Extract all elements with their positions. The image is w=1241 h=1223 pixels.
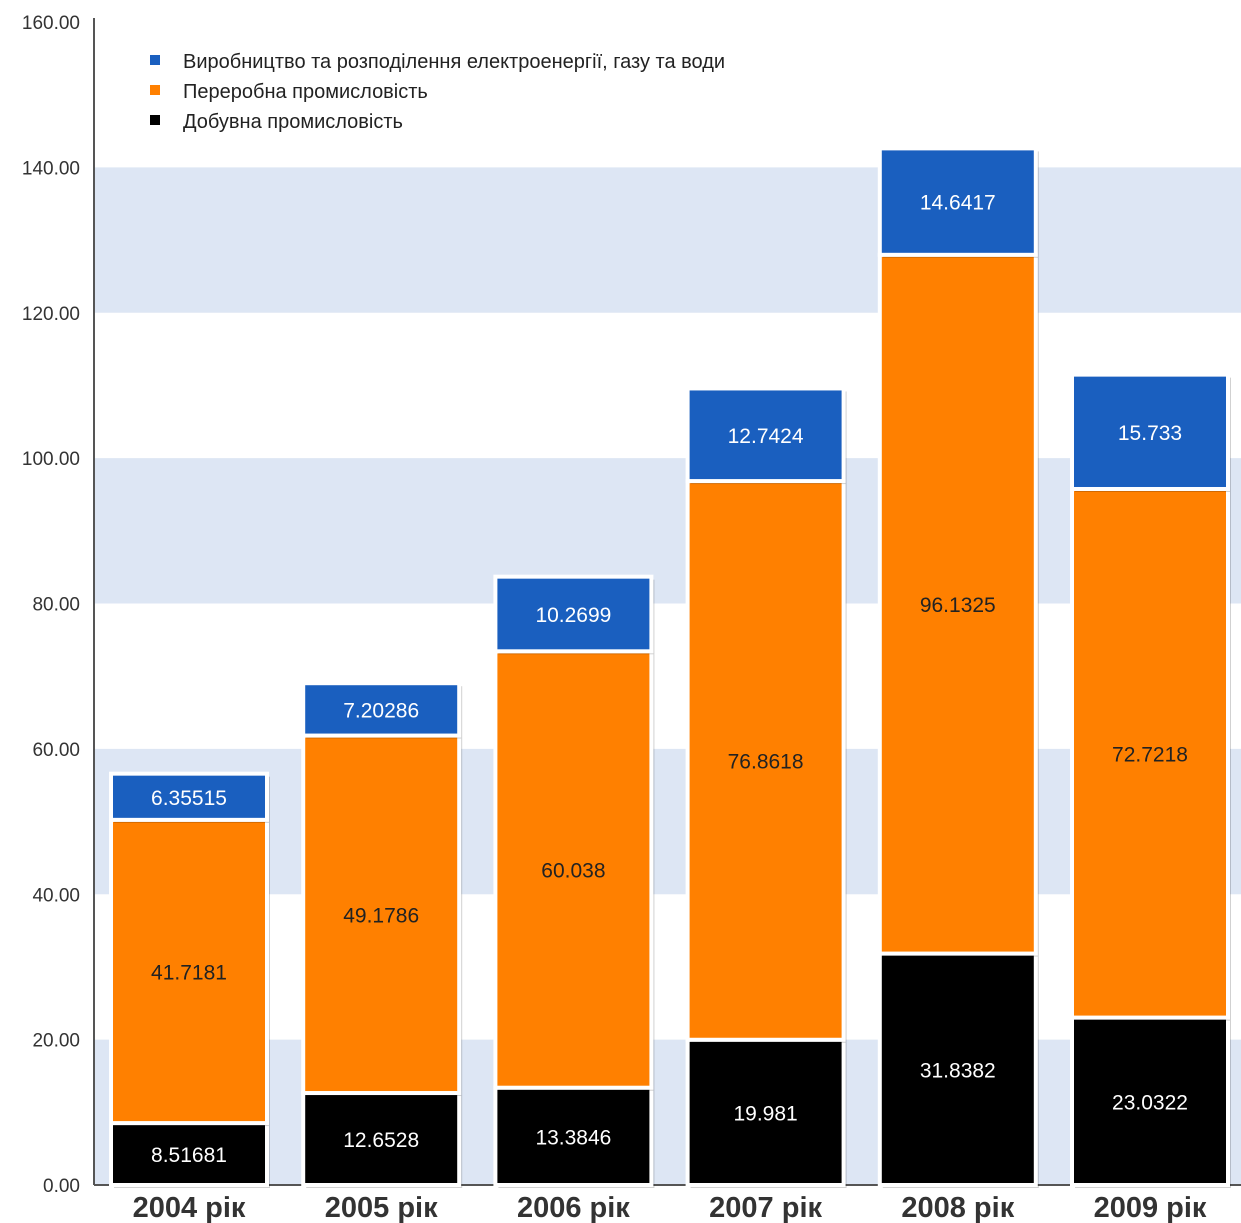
x-tick-label: 2004 рік xyxy=(133,1192,246,1223)
bar-segment xyxy=(493,574,654,654)
x-tick-label: 2009 рік xyxy=(1094,1192,1207,1223)
data-label: 60.038 xyxy=(541,860,605,883)
data-label: 31.8382 xyxy=(920,1059,996,1082)
bar-segment xyxy=(493,649,654,1090)
data-label: 7.20286 xyxy=(343,699,419,722)
bar-segment xyxy=(301,681,462,738)
y-tick-label: 20.00 xyxy=(32,1031,80,1052)
background-bands xyxy=(94,167,1241,1185)
bar-segment xyxy=(685,386,846,484)
x-tick-label: 2007 рік xyxy=(709,1192,822,1223)
bar-segment xyxy=(109,817,269,1126)
y-tick-label: 60.00 xyxy=(32,740,80,761)
data-label: 12.6528 xyxy=(343,1129,419,1152)
bar-segment xyxy=(685,1037,846,1187)
axes: 0.00 20.00 40.00 60.00 80.00 100.00 120.00 140.… xyxy=(22,13,1241,1223)
data-label: 23.0322 xyxy=(1112,1091,1188,1114)
data-label: 8.51681 xyxy=(151,1144,227,1167)
data-label: 41.7181 xyxy=(151,961,227,984)
y-tick-label: 100.00 xyxy=(22,449,80,470)
bar-segment xyxy=(109,1121,269,1187)
bar-segment xyxy=(301,1091,462,1187)
y-tick-label: 80.00 xyxy=(32,595,80,616)
data-label: 6.35515 xyxy=(151,787,227,810)
legend: Виробництво та розподілення електроенерг… xyxy=(150,51,725,133)
value-labels: 8.51681 41.7181 6.35515 12.6528 49.1786 7.202… xyxy=(151,192,1188,1167)
data-label: 96.1325 xyxy=(920,594,996,617)
data-label: 10.2699 xyxy=(535,604,611,627)
bar-segment xyxy=(1070,486,1230,1020)
bar-segment xyxy=(877,252,1038,956)
bar-segment xyxy=(877,146,1038,257)
legend-swatch xyxy=(150,85,160,95)
y-tick-label: 40.00 xyxy=(32,885,80,906)
legend-label: Переробна промисловість xyxy=(183,81,428,103)
y-tick-label: 0.00 xyxy=(43,1176,80,1197)
data-label: 12.7424 xyxy=(728,425,804,448)
background-band xyxy=(94,748,1241,895)
background-band xyxy=(94,1039,1241,1185)
data-label: 49.1786 xyxy=(343,904,419,927)
data-label: 72.7218 xyxy=(1112,743,1188,766)
x-tick-label: 2006 рік xyxy=(517,1192,630,1223)
bar-segment xyxy=(109,771,269,822)
bars xyxy=(109,146,1231,1188)
legend-label: Виробництво та розподілення електроенерг… xyxy=(183,51,725,73)
bar-segment xyxy=(1070,372,1230,491)
legend-label: Добувна промисловість xyxy=(183,111,403,133)
x-tick-label: 2005 рік xyxy=(325,1192,438,1223)
data-label: 13.3846 xyxy=(535,1126,611,1149)
bar-segment xyxy=(493,1085,654,1188)
data-label: 19.981 xyxy=(733,1102,797,1125)
background-band xyxy=(94,458,1241,604)
x-tick-label: 2008 рік xyxy=(901,1192,1014,1223)
background-band xyxy=(94,167,1241,313)
y-tick-label: 160.00 xyxy=(22,13,80,34)
bar-segment xyxy=(301,733,462,1096)
data-label: 14.6417 xyxy=(920,192,996,215)
legend-swatch xyxy=(150,115,160,125)
y-tick-label: 120.00 xyxy=(22,304,80,325)
legend-swatch xyxy=(150,55,160,65)
data-label: 76.8618 xyxy=(728,750,804,773)
bar-segment xyxy=(1070,1015,1230,1188)
bar-segment xyxy=(685,479,846,1042)
data-label: 15.733 xyxy=(1118,422,1182,445)
y-tick-label: 140.00 xyxy=(22,158,80,179)
